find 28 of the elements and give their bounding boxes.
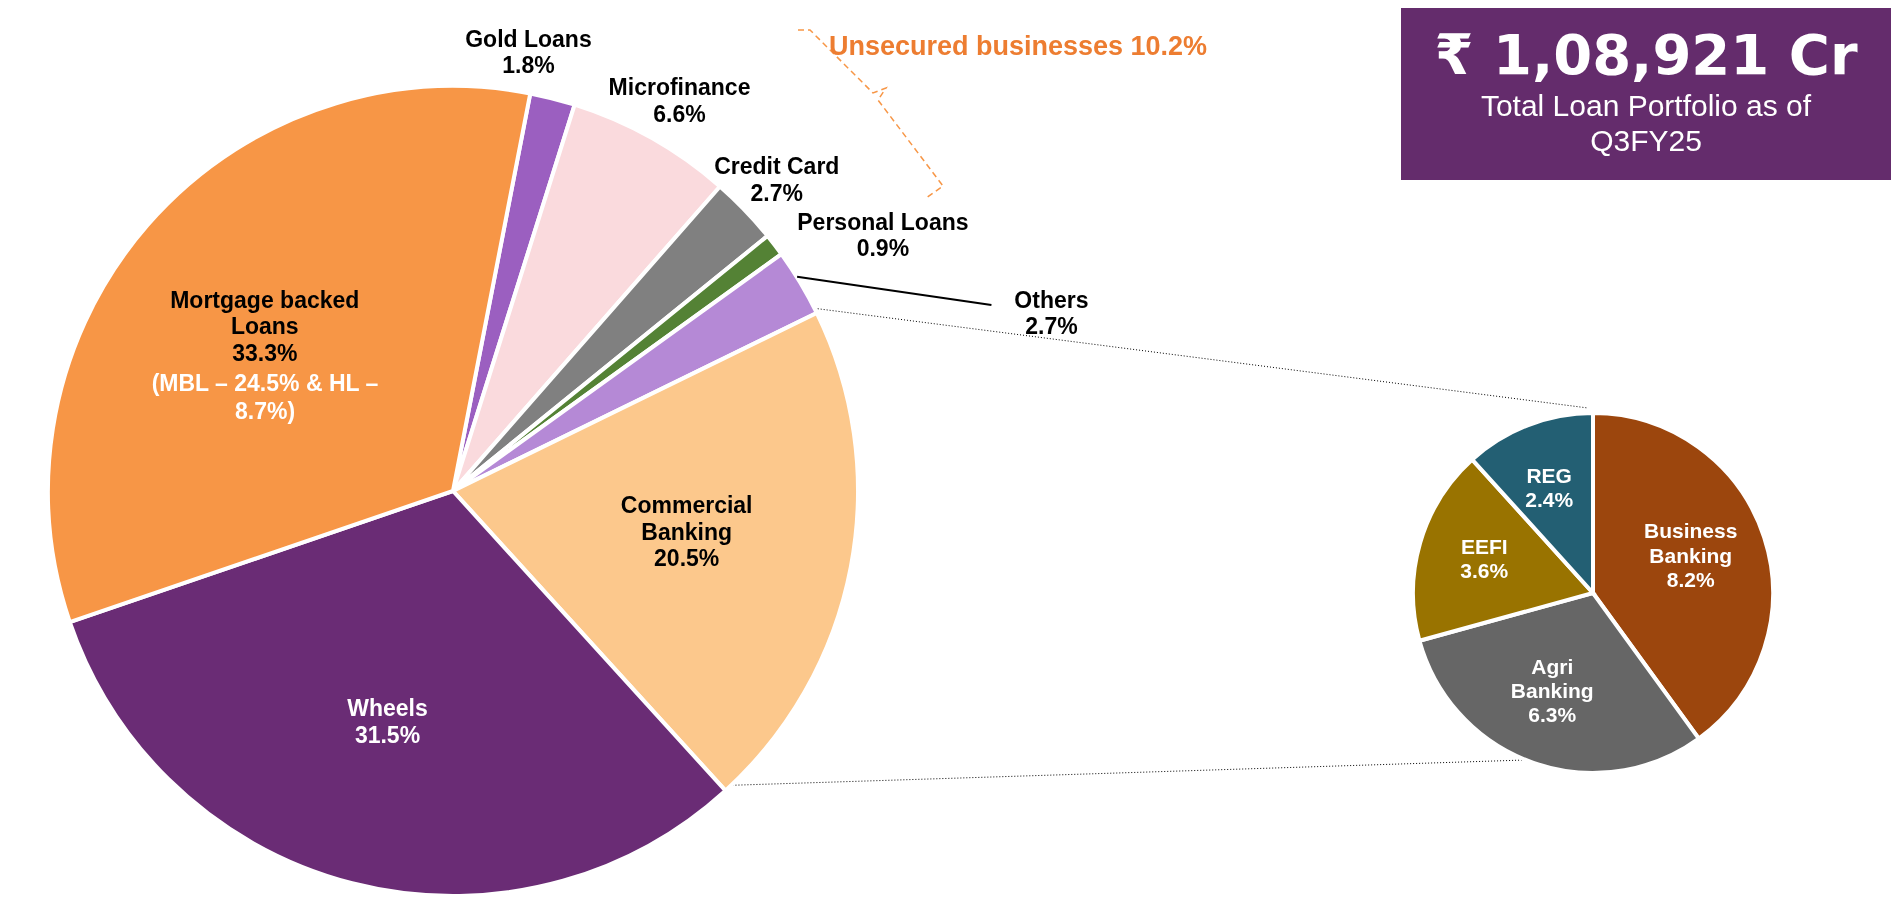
slice-label: Others	[1014, 286, 1089, 313]
slice-label: Mortgage backed Loans	[170, 286, 360, 340]
text: ₹ 1,08,921 Cr	[1433, 22, 1859, 87]
text: Unsecured businesses 10.2%	[828, 30, 1208, 63]
data-label: 1.8%	[502, 52, 555, 79]
slice-label: Business Banking	[1644, 518, 1738, 567]
data-label: 6.3%	[1528, 702, 1577, 726]
data-label: 0.9%	[856, 235, 910, 262]
data-label: 33.3%	[232, 339, 298, 366]
slice-label: Personal Loans	[797, 208, 969, 235]
data-label: 8.2%	[1666, 567, 1715, 591]
text: (MBL – 24.5% & HL – 8.7%)	[150, 370, 380, 426]
data-label: 31.5%	[354, 721, 421, 748]
data-label: 2.7%	[750, 179, 803, 206]
data-label: 6.6%	[653, 100, 706, 127]
data-label: 2.4%	[1525, 487, 1574, 511]
slice-label: Credit Card	[714, 153, 840, 180]
slice-label: Agri Banking	[1510, 654, 1594, 702]
slice-label: REG	[1526, 463, 1572, 487]
data-label: 3.6%	[1460, 558, 1509, 582]
slice-label: Commercial Banking	[620, 492, 753, 545]
slice-label: Gold Loans	[465, 25, 592, 52]
slice-label: Microfinance	[608, 74, 751, 101]
slice-label: EEFI	[1460, 534, 1508, 558]
data-label: 20.5%	[654, 545, 720, 572]
data-label: 2.7%	[1025, 313, 1078, 340]
text: Total Loan Portfolio as of Q3FY25	[1479, 89, 1813, 158]
slice-label: Wheels	[347, 695, 428, 722]
